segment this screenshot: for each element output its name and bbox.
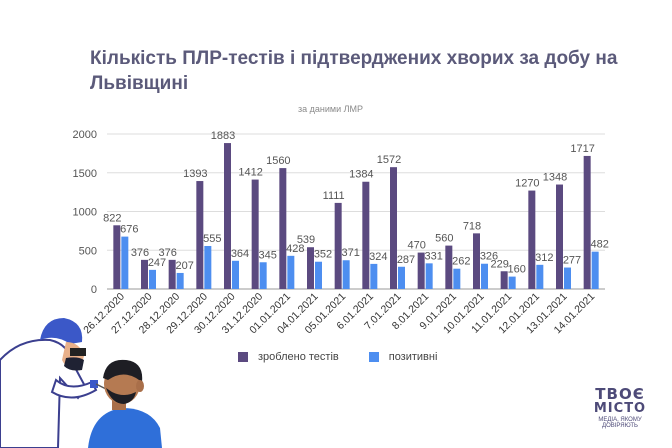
data-label-tests: 1384 (349, 169, 373, 181)
data-label-tests: 1412 (238, 167, 262, 179)
data-label-positive: 555 (203, 233, 221, 245)
data-label-tests: 1111 (323, 190, 345, 202)
data-label-tests: 822 (103, 212, 121, 224)
data-label-positive: 287 (397, 254, 415, 266)
bar-tests (334, 202, 342, 289)
bar-tests (224, 143, 231, 289)
gridlines (107, 133, 605, 290)
data-label-tests: 539 (297, 234, 315, 246)
bar-positive (342, 260, 350, 289)
bar-positive (176, 272, 184, 289)
bar-tests (445, 245, 453, 289)
data-label-tests: 376 (158, 247, 176, 259)
data-label-positive: 482 (590, 239, 608, 251)
data-label-positive: 160 (507, 264, 525, 276)
bar-tests (168, 259, 176, 289)
bar-positive (232, 260, 239, 289)
y-tick-label: 1000 (73, 207, 97, 219)
bar-positive (315, 261, 322, 289)
data-label-positive: 262 (452, 256, 470, 268)
doctor-testing-illustration (0, 318, 162, 448)
bar-positive (536, 264, 544, 289)
legend-swatch-positive (368, 352, 379, 362)
bar-positive (481, 263, 488, 289)
data-label-positive: 331 (424, 250, 442, 262)
data-label-tests: 1270 (515, 178, 539, 190)
y-tick-label: 2000 (73, 129, 97, 141)
data-label-positive: 312 (535, 252, 553, 264)
chart-title: Кількість ПЛР-тестів і підтверджених хво… (90, 48, 618, 94)
chart-subtitle: за даними ЛМР (298, 104, 364, 114)
bar-tests (417, 252, 425, 289)
data-label-tests: 470 (407, 240, 425, 252)
data-label-positive: 324 (369, 251, 387, 263)
data-label-tests: 1572 (377, 154, 401, 166)
data-label-positive: 364 (231, 248, 249, 260)
logo-tagline: МЕДІА, ЯКОМУ ДОВІРЯЮТЬ (598, 417, 642, 429)
data-label-tests: 229 (490, 258, 508, 270)
legend-item-tests: зроблено тестів (238, 351, 339, 363)
data-label-positive: 371 (341, 247, 359, 259)
data-label-tests: 718 (463, 220, 481, 232)
data-label-tests: 1717 (570, 143, 594, 155)
data-label-tests: 1393 (183, 168, 207, 180)
data-label-tests: 1560 (266, 155, 290, 167)
y-axis-ticks: 0 500 1000 1500 2000 (73, 129, 97, 296)
bar-positive (149, 269, 156, 289)
bar-positive (259, 262, 267, 289)
data-label-positive: 247 (148, 257, 166, 269)
bar-positive (508, 276, 516, 289)
bar-tests (528, 190, 536, 289)
legend-label-positive: позитивні (388, 351, 438, 363)
legend: зроблено тестів позитивні (238, 351, 437, 363)
bar-positive (425, 263, 433, 289)
data-label-positive: 428 (286, 243, 304, 255)
bar-positive (204, 245, 212, 289)
data-label-tests: 376 (131, 247, 149, 259)
data-label-tests: 560 (435, 233, 453, 245)
y-tick-label: 500 (79, 245, 97, 257)
bar-tests (556, 184, 563, 289)
legend-swatch-tests (238, 352, 248, 362)
bar-tests (500, 271, 508, 289)
data-label-positive: 352 (314, 249, 332, 261)
data-label-positive: 326 (480, 251, 498, 263)
bar-tests (362, 181, 370, 289)
bar-tests (196, 181, 204, 289)
y-tick-label: 0 (91, 284, 97, 296)
bar-positive (370, 263, 378, 289)
logo-line-2: МІСТО (593, 401, 647, 416)
bar-tests (141, 259, 148, 289)
data-labels: 8226763762473762071393555188336414123451… (103, 130, 609, 276)
brand-logo: ТВОЄ МІСТО МЕДІА, ЯКОМУ ДОВІРЯЮТЬ (580, 387, 660, 435)
data-label-positive: 207 (175, 260, 193, 272)
bar-tests (251, 179, 259, 289)
bar-tests (113, 225, 121, 289)
bar-tests (279, 168, 287, 289)
bar-positive (564, 267, 571, 289)
bars (113, 143, 599, 289)
legend-label-tests: зроблено тестів (258, 351, 339, 363)
y-tick-label: 1500 (73, 168, 97, 180)
logo-line-1: ТВОЄ (595, 385, 645, 403)
bar-positive (287, 255, 295, 289)
bar-tests (473, 233, 480, 289)
data-label-tests: 1883 (211, 130, 235, 142)
bar-tests (583, 155, 591, 289)
bar-tests (307, 247, 314, 289)
bar-positive (121, 236, 129, 289)
bar-positive (398, 266, 405, 289)
bar-tests (390, 167, 397, 289)
data-label-positive: 345 (258, 249, 276, 261)
legend-item-positive: позитивні (368, 351, 438, 363)
data-label-tests: 1348 (543, 172, 567, 184)
data-label-positive: 676 (120, 224, 138, 236)
bar-positive (453, 268, 461, 289)
bar-positive (591, 251, 599, 289)
data-label-positive: 277 (563, 255, 581, 267)
